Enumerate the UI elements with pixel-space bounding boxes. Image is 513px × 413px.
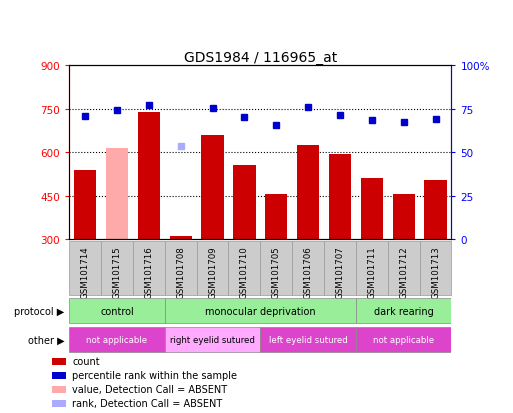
Bar bbox=[52, 358, 66, 365]
Bar bbox=[356, 328, 451, 352]
Bar bbox=[101, 242, 133, 295]
Bar bbox=[52, 400, 66, 407]
Bar bbox=[261, 242, 292, 295]
Text: monocular deprivation: monocular deprivation bbox=[205, 306, 315, 316]
Bar bbox=[165, 242, 196, 295]
Text: GSM101715: GSM101715 bbox=[112, 246, 122, 299]
Text: GSM101716: GSM101716 bbox=[144, 246, 153, 299]
Bar bbox=[74, 170, 96, 240]
Text: GSM101708: GSM101708 bbox=[176, 246, 185, 299]
Bar bbox=[356, 242, 388, 295]
Bar bbox=[424, 180, 447, 240]
Text: count: count bbox=[72, 357, 100, 367]
Bar bbox=[170, 237, 192, 240]
Text: percentile rank within the sample: percentile rank within the sample bbox=[72, 370, 237, 380]
Text: GSM101711: GSM101711 bbox=[367, 246, 377, 299]
Bar bbox=[420, 242, 451, 295]
Text: GSM101710: GSM101710 bbox=[240, 246, 249, 299]
Text: other ▶: other ▶ bbox=[28, 335, 64, 345]
Text: GSM101705: GSM101705 bbox=[272, 246, 281, 299]
Text: not applicable: not applicable bbox=[373, 335, 434, 344]
Bar bbox=[261, 328, 356, 352]
Bar bbox=[392, 195, 415, 240]
Bar bbox=[329, 154, 351, 240]
Bar bbox=[69, 299, 165, 323]
Bar bbox=[165, 299, 356, 323]
Bar bbox=[106, 148, 128, 240]
Text: GSM101713: GSM101713 bbox=[431, 246, 440, 299]
Bar bbox=[165, 328, 261, 352]
Bar bbox=[69, 328, 165, 352]
Bar bbox=[297, 145, 319, 240]
Text: right eyelid sutured: right eyelid sutured bbox=[170, 335, 255, 344]
Bar bbox=[228, 242, 261, 295]
Text: GSM101712: GSM101712 bbox=[399, 246, 408, 299]
Text: GSM101707: GSM101707 bbox=[336, 246, 344, 299]
Bar bbox=[137, 112, 160, 240]
Bar bbox=[69, 242, 101, 295]
Bar bbox=[133, 242, 165, 295]
Bar bbox=[52, 386, 66, 393]
Bar bbox=[52, 373, 66, 379]
Text: dark rearing: dark rearing bbox=[374, 306, 433, 316]
Bar bbox=[265, 195, 287, 240]
Bar bbox=[196, 242, 228, 295]
Bar bbox=[324, 242, 356, 295]
Text: GSM101706: GSM101706 bbox=[304, 246, 312, 299]
Bar bbox=[202, 135, 224, 240]
Text: not applicable: not applicable bbox=[87, 335, 148, 344]
Text: left eyelid sutured: left eyelid sutured bbox=[269, 335, 347, 344]
Text: value, Detection Call = ABSENT: value, Detection Call = ABSENT bbox=[72, 385, 227, 394]
Title: GDS1984 / 116965_at: GDS1984 / 116965_at bbox=[184, 51, 337, 65]
Text: rank, Detection Call = ABSENT: rank, Detection Call = ABSENT bbox=[72, 399, 223, 408]
Bar bbox=[388, 242, 420, 295]
Bar bbox=[233, 166, 255, 240]
Text: GSM101714: GSM101714 bbox=[81, 246, 90, 299]
Bar bbox=[292, 242, 324, 295]
Text: control: control bbox=[100, 306, 134, 316]
Bar bbox=[356, 299, 451, 323]
Text: protocol ▶: protocol ▶ bbox=[14, 306, 64, 316]
Text: GSM101709: GSM101709 bbox=[208, 246, 217, 299]
Bar bbox=[361, 179, 383, 240]
